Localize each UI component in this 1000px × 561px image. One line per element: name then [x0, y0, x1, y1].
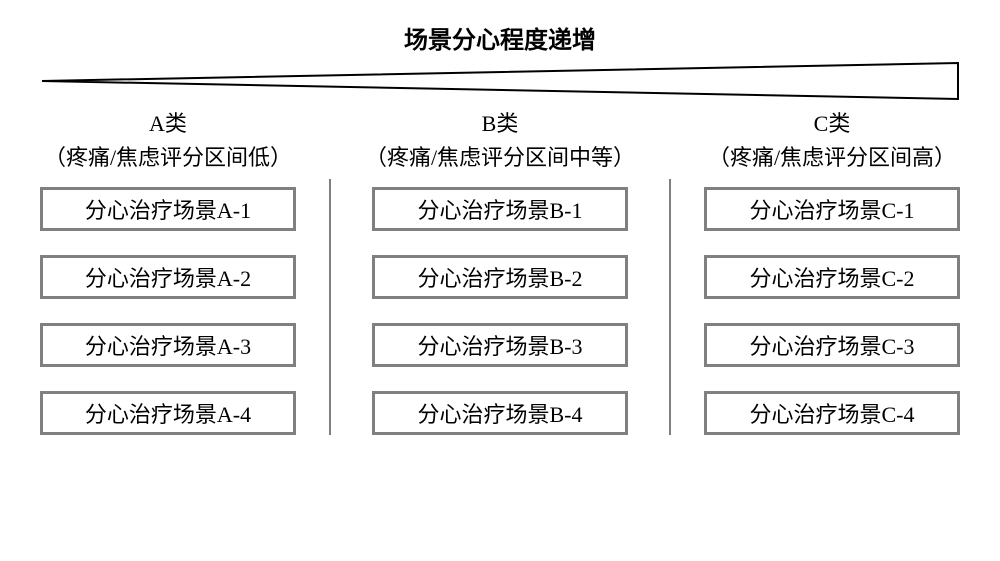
scene-box: 分心治疗场景A-2 — [40, 255, 296, 299]
column-header-line1: C类 — [708, 107, 956, 141]
column-divider — [669, 179, 671, 435]
columns-wrap: A类（疼痛/焦虑评分区间低） 分心治疗场景A-1 分心治疗场景A-2 分心治疗场景A-… — [40, 107, 960, 435]
scene-box: 分心治疗场景A-3 — [40, 323, 296, 367]
column-header-line2: （疼痛/焦虑评分区间中等） — [365, 141, 635, 175]
column-divider — [329, 179, 331, 435]
column-B: B类（疼痛/焦虑评分区间中等） 分心治疗场景B-1 分心治疗场景B-2 分心治疗场景B… — [365, 107, 635, 435]
scene-box: 分心治疗场景C-4 — [704, 391, 960, 435]
column-header-line2: （疼痛/焦虑评分区间低） — [44, 141, 292, 175]
diagram-title: 场景分心程度递增 — [40, 20, 960, 55]
column-header-line1: B类 — [365, 107, 635, 141]
column-header-B: B类（疼痛/焦虑评分区间中等） — [365, 107, 635, 175]
wedge-shape — [40, 61, 960, 101]
scene-label: 分心治疗场景C-3 — [749, 329, 914, 361]
scene-label: 分心治疗场景A-2 — [85, 261, 251, 293]
scene-box: 分心治疗场景A-1 — [40, 187, 296, 231]
scene-box: 分心治疗场景C-2 — [704, 255, 960, 299]
scene-box: 分心治疗场景A-4 — [40, 391, 296, 435]
column-C: C类（疼痛/焦虑评分区间高） 分心治疗场景C-1 分心治疗场景C-2 分心治疗场景C-… — [704, 107, 960, 435]
scene-box: 分心治疗场景C-1 — [704, 187, 960, 231]
scene-box: 分心治疗场景B-2 — [372, 255, 628, 299]
column-header-A: A类（疼痛/焦虑评分区间低） — [44, 107, 292, 175]
scene-label: 分心治疗场景C-1 — [749, 193, 914, 225]
scene-box: 分心治疗场景B-1 — [372, 187, 628, 231]
scene-label: 分心治疗场景A-1 — [85, 193, 251, 225]
scene-label: 分心治疗场景B-3 — [417, 329, 582, 361]
scene-label: 分心治疗场景A-4 — [85, 397, 251, 429]
scene-label: 分心治疗场景B-1 — [417, 193, 582, 225]
scene-label: 分心治疗场景A-3 — [85, 329, 251, 361]
scene-label: 分心治疗场景C-4 — [749, 397, 914, 429]
scene-label: 分心治疗场景C-2 — [749, 261, 914, 293]
scene-label: 分心治疗场景B-4 — [417, 397, 582, 429]
column-header-line2: （疼痛/焦虑评分区间高） — [708, 141, 956, 175]
scene-box: 分心治疗场景B-3 — [372, 323, 628, 367]
scene-label: 分心治疗场景B-2 — [417, 261, 582, 293]
column-header-line1: A类 — [44, 107, 292, 141]
column-header-C: C类（疼痛/焦虑评分区间高） — [708, 107, 956, 175]
column-A: A类（疼痛/焦虑评分区间低） 分心治疗场景A-1 分心治疗场景A-2 分心治疗场景A-… — [40, 107, 296, 435]
scene-box: 分心治疗场景C-3 — [704, 323, 960, 367]
scene-box: 分心治疗场景B-4 — [372, 391, 628, 435]
diagram-root: 场景分心程度递增 A类（疼痛/焦虑评分区间低） 分心治疗场景A-1 分心治疗场景A-… — [0, 0, 1000, 561]
